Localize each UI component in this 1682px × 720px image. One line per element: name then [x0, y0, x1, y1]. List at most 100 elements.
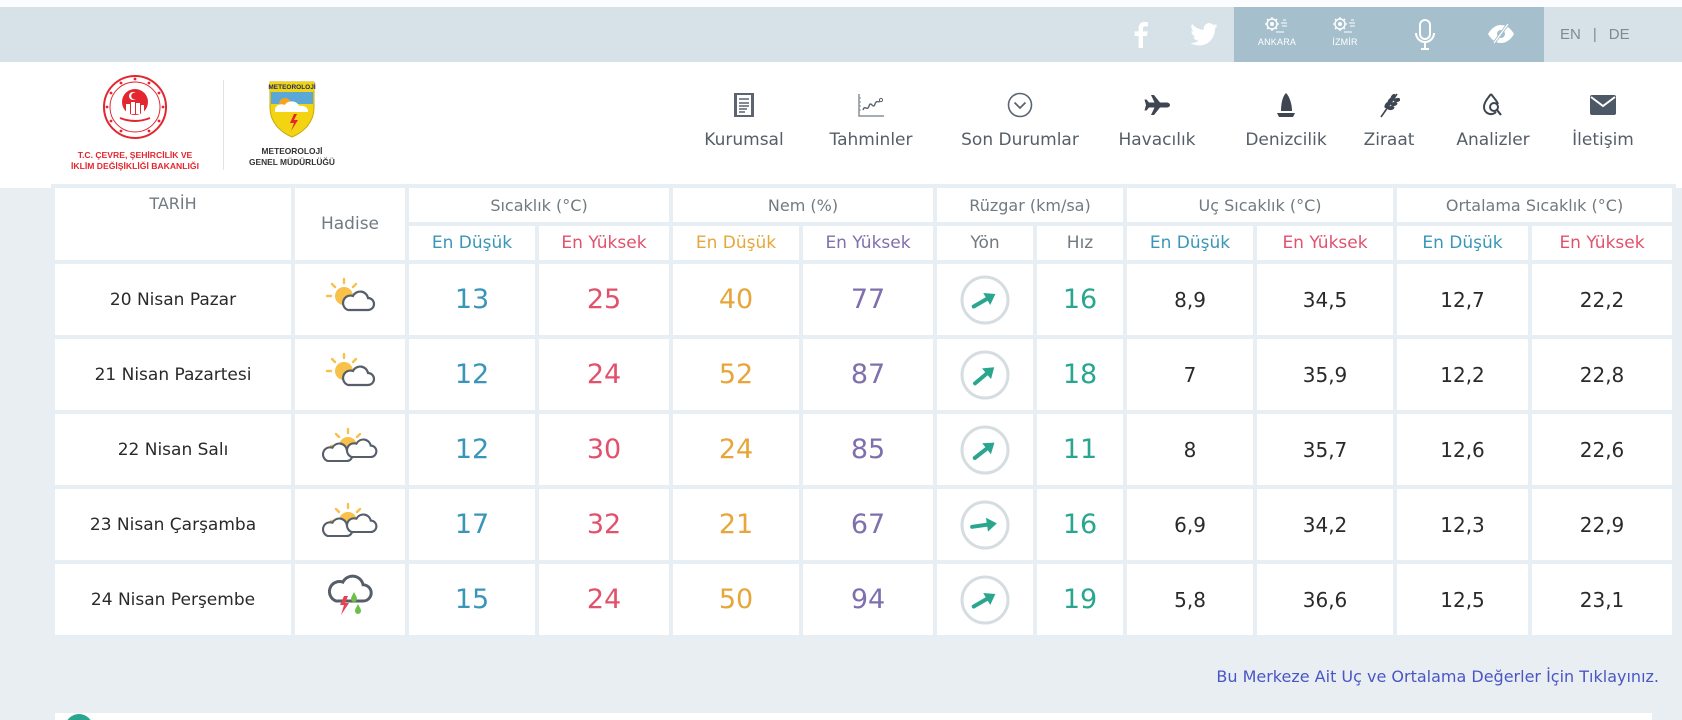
- lang-en-link[interactable]: EN: [1560, 26, 1581, 43]
- event-cell: [295, 564, 405, 635]
- extreme-min-cell: 7: [1127, 339, 1254, 410]
- average-max-cell: 22,9: [1532, 489, 1673, 560]
- mgm-shield-icon: METEOROLOJİ: [268, 81, 316, 138]
- wind-direction-cell: [937, 564, 1034, 635]
- nav-analizler[interactable]: Analizler: [1448, 86, 1538, 150]
- facebook-icon: [1134, 21, 1148, 48]
- extreme-min-cell: 8: [1127, 414, 1254, 485]
- header-temperature: Sıcaklık (°C): [409, 188, 669, 222]
- nav-iletisim[interactable]: İletişim: [1560, 86, 1646, 150]
- header-avg-min: En Düşük: [1397, 226, 1529, 260]
- event-cell: [295, 264, 405, 335]
- nav-kurumsal[interactable]: Kurumsal: [692, 86, 796, 150]
- header-date: TARİH: [55, 188, 291, 260]
- temp-max-cell: 30: [539, 414, 669, 485]
- sailboat-icon: [1277, 93, 1295, 117]
- average-max-cell: 22,6: [1532, 414, 1673, 485]
- ministry-logo[interactable]: T.C. ÇEVRE, ŞEHİRCİLİK VE İKLİM DEĞİŞİKL…: [55, 74, 215, 172]
- event-cell: [295, 339, 405, 410]
- header-temp-min: En Düşük: [409, 226, 535, 260]
- humidity-min-cell: 50: [673, 564, 799, 635]
- partly-cloudy-icon: [325, 352, 376, 386]
- section-icon: [65, 714, 93, 720]
- extreme-max-cell: 34,5: [1257, 264, 1394, 335]
- humidity-max-cell: 85: [803, 414, 934, 485]
- microphone-icon: [1415, 19, 1435, 50]
- date-cell: 20 Nisan Pazar: [55, 264, 291, 335]
- weather-station-icon: [1265, 17, 1287, 33]
- envelope-icon: [1590, 95, 1616, 115]
- extreme-average-values-link[interactable]: Bu Merkeze Ait Uç ve Ortalama Değerler İ…: [1216, 667, 1659, 686]
- average-min-cell: 12,7: [1397, 264, 1529, 335]
- eye-slash-icon: [1488, 23, 1514, 44]
- nav-ziraat[interactable]: Ziraat: [1358, 86, 1420, 150]
- humidity-min-cell: 40: [673, 264, 799, 335]
- header-hum-min: En Düşük: [673, 226, 799, 260]
- wind-direction-arrow-icon: [960, 350, 1010, 399]
- average-max-cell: 23,1: [1532, 564, 1673, 635]
- voice-search-button[interactable]: [1414, 19, 1436, 55]
- wind-speed-cell: 16: [1037, 264, 1124, 335]
- forecast-row-1: 20 Nisan Pazar 13 25 40 77 16 8,9 34,5 1…: [55, 264, 1673, 335]
- nav-havacilik[interactable]: Havacılık: [1112, 86, 1202, 150]
- extreme-max-cell: 35,9: [1257, 339, 1394, 410]
- ministry-name: T.C. ÇEVRE, ŞEHİRCİLİK VE İKLİM DEĞİŞİKL…: [71, 150, 199, 171]
- wind-speed-cell: 19: [1037, 564, 1124, 635]
- nav-tahminler[interactable]: Tahminler: [818, 86, 924, 150]
- average-min-cell: 12,5: [1397, 564, 1529, 635]
- header-wind-speed: Hız: [1037, 226, 1124, 260]
- temp-max-cell: 32: [539, 489, 669, 560]
- header-temp-max: En Yüksek: [539, 226, 669, 260]
- humidity-max-cell: 77: [803, 264, 934, 335]
- extreme-min-cell: 5,8: [1127, 564, 1254, 635]
- accessibility-button[interactable]: [1486, 23, 1516, 49]
- nav-son-durumlar[interactable]: Son Durumlar: [955, 86, 1085, 150]
- lang-de-link[interactable]: DE: [1608, 26, 1630, 43]
- nav-denizcilik[interactable]: Denizcilik: [1238, 86, 1334, 150]
- temp-min-cell: 15: [409, 564, 535, 635]
- language-switcher: EN | DE: [1560, 7, 1630, 62]
- header-humidity: Nem (%): [673, 188, 934, 222]
- city-label: İZMİR: [1332, 37, 1358, 47]
- average-min-cell: 12,6: [1397, 414, 1529, 485]
- header-wind: Rüzgar (km/sa): [937, 188, 1124, 222]
- site-header: T.C. ÇEVRE, ŞEHİRCİLİK VE İKLİM DEĞİŞİKL…: [0, 62, 1682, 188]
- average-min-cell: 12,3: [1397, 489, 1529, 560]
- date-cell: 22 Nisan Salı: [55, 414, 291, 485]
- utility-bar: ANKARA İZMİR EN | DE: [0, 7, 1682, 62]
- header-hum-max: En Yüksek: [803, 226, 934, 260]
- event-cell: [295, 414, 405, 485]
- average-min-cell: 12,2: [1397, 339, 1529, 410]
- temp-min-cell: 17: [409, 489, 535, 560]
- forecast-row-2: 21 Nisan Pazartesi 12 24 52 87 18 7 35,9…: [55, 339, 1673, 410]
- temp-max-cell: 24: [539, 564, 669, 635]
- forecast-row-5: 24 Nisan Perşembe 15 24 50 94 19 5,8 36,…: [55, 564, 1673, 635]
- wind-direction-arrow-icon: [960, 575, 1010, 624]
- facebook-link[interactable]: [1134, 7, 1158, 62]
- extreme-min-cell: 8,9: [1127, 264, 1254, 335]
- twitter-link[interactable]: [1190, 7, 1220, 62]
- mostly-cloudy-icon: [321, 502, 378, 537]
- twitter-icon: [1190, 23, 1218, 46]
- header-ext-min: En Düşük: [1127, 226, 1254, 260]
- humidity-min-cell: 24: [673, 414, 799, 485]
- humidity-min-cell: 52: [673, 339, 799, 410]
- city-ankara-button[interactable]: ANKARA: [1252, 15, 1302, 57]
- event-cell: [295, 489, 405, 560]
- date-cell: 24 Nisan Perşembe: [55, 564, 291, 635]
- drop-search-icon: [1482, 93, 1502, 116]
- wind-direction-arrow-icon: [960, 275, 1010, 324]
- wind-direction-arrow-icon: [960, 500, 1010, 549]
- city-izmir-button[interactable]: İZMİR: [1320, 15, 1370, 57]
- temp-min-cell: 12: [409, 414, 535, 485]
- mgm-logo[interactable]: METEOROLOJİ METEOROLOJİ GENEL MÜDÜRLÜĞÜ: [236, 80, 348, 168]
- header-avg-max: En Yüksek: [1532, 226, 1673, 260]
- date-cell: 21 Nisan Pazartesi: [55, 339, 291, 410]
- wind-speed-cell: 11: [1037, 414, 1124, 485]
- wind-direction-arrow-icon: [960, 425, 1010, 474]
- document-icon: [734, 93, 754, 117]
- city-label: ANKARA: [1257, 37, 1297, 47]
- airplane-icon: [1144, 95, 1170, 115]
- svg-text:METEOROLOJİ: METEOROLOJİ: [268, 83, 316, 91]
- temp-min-cell: 12: [409, 339, 535, 410]
